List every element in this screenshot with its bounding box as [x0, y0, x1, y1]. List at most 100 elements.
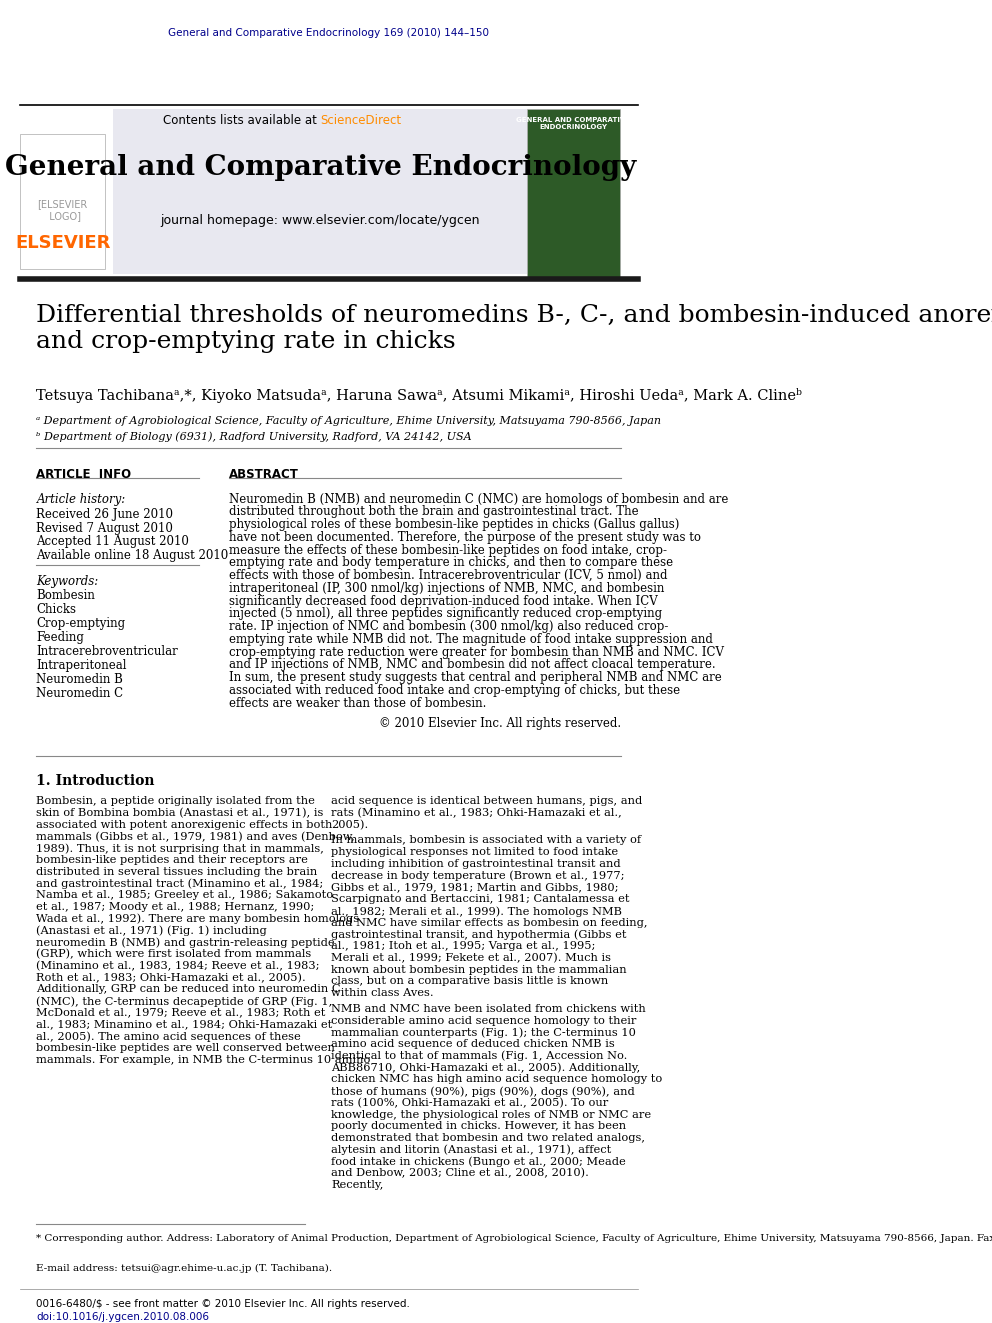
Text: E-mail address: tetsui@agr.ehime-u.ac.jp (T. Tachibana).: E-mail address: tetsui@agr.ehime-u.ac.jp… [37, 1263, 332, 1273]
Text: Additionally, GRP can be reduced into neuromedin C: Additionally, GRP can be reduced into ne… [37, 984, 341, 994]
Text: decrease in body temperature (Brown et al., 1977;: decrease in body temperature (Brown et a… [331, 871, 625, 881]
FancyBboxPatch shape [113, 110, 527, 274]
Text: al., 1982; Merali et al., 1999). The homologs NMB: al., 1982; Merali et al., 1999). The hom… [331, 906, 622, 917]
Text: poorly documented in chicks. However, it has been: poorly documented in chicks. However, it… [331, 1122, 627, 1131]
Text: measure the effects of these bombesin-like peptides on food intake, crop-: measure the effects of these bombesin-li… [229, 544, 667, 557]
Text: knowledge, the physiological roles of NMB or NMC are: knowledge, the physiological roles of NM… [331, 1110, 652, 1119]
Text: distributed in several tissues including the brain: distributed in several tissues including… [37, 867, 317, 877]
Text: within class Aves.: within class Aves. [331, 988, 434, 998]
Text: (GRP), which were first isolated from mammals: (GRP), which were first isolated from ma… [37, 949, 311, 959]
FancyBboxPatch shape [527, 110, 620, 279]
Text: skin of Bombina bombia (Anastasi et al., 1971), is: skin of Bombina bombia (Anastasi et al.,… [37, 808, 323, 819]
Text: ᵇ Department of Biology (6931), Radford University, Radford, VA 24142, USA: ᵇ Department of Biology (6931), Radford … [37, 431, 472, 442]
Text: emptying rate while NMB did not. The magnitude of food intake suppression and: emptying rate while NMB did not. The mag… [229, 632, 712, 646]
Text: intraperitoneal (IP, 300 nmol/kg) injections of NMB, NMC, and bombesin: intraperitoneal (IP, 300 nmol/kg) inject… [229, 582, 664, 595]
Text: General and Comparative Endocrinology: General and Comparative Endocrinology [5, 155, 636, 181]
Text: Contents lists available at: Contents lists available at [163, 115, 320, 127]
Text: and NMC have similar effects as bombesin on feeding,: and NMC have similar effects as bombesin… [331, 918, 648, 927]
Text: McDonald et al., 1979; Reeve et al., 1983; Roth et: McDonald et al., 1979; Reeve et al., 198… [37, 1008, 325, 1017]
Text: mammals (Gibbs et al., 1979, 1981) and aves (Denbow,: mammals (Gibbs et al., 1979, 1981) and a… [37, 832, 355, 841]
Text: In sum, the present study suggests that central and peripheral NMB and NMC are: In sum, the present study suggests that … [229, 671, 721, 684]
Text: Revised 7 August 2010: Revised 7 August 2010 [37, 521, 174, 534]
Text: rats (100%, Ohki-Hamazaki et al., 2005). To our: rats (100%, Ohki-Hamazaki et al., 2005).… [331, 1098, 609, 1109]
Text: ABB86710, Ohki-Hamazaki et al., 2005). Additionally,: ABB86710, Ohki-Hamazaki et al., 2005). A… [331, 1062, 641, 1073]
Text: ᵃ Department of Agrobiological Science, Faculty of Agriculture, Ehime University: ᵃ Department of Agrobiological Science, … [37, 415, 662, 426]
Text: Differential thresholds of neuromedins B-, C-, and bombesin-induced anorexia
and: Differential thresholds of neuromedins B… [37, 303, 992, 353]
Text: Neuromedin B (NMB) and neuromedin C (NMC) are homologs of bombesin and are: Neuromedin B (NMB) and neuromedin C (NMC… [229, 492, 728, 505]
Text: al., 2005). The amino acid sequences of these: al., 2005). The amino acid sequences of … [37, 1031, 302, 1041]
Text: bombesin-like peptides and their receptors are: bombesin-like peptides and their recepto… [37, 855, 309, 865]
Text: Bombesin, a peptide originally isolated from the: Bombesin, a peptide originally isolated … [37, 796, 315, 806]
Text: associated with reduced food intake and crop-emptying of chicks, but these: associated with reduced food intake and … [229, 684, 680, 697]
Text: including inhibition of gastrointestinal transit and: including inhibition of gastrointestinal… [331, 859, 621, 869]
Text: those of humans (90%), pigs (90%), dogs (90%), and: those of humans (90%), pigs (90%), dogs … [331, 1086, 635, 1097]
Text: alytesin and litorin (Anastasi et al., 1971), affect: alytesin and litorin (Anastasi et al., 1… [331, 1144, 612, 1155]
Text: neuromedin B (NMB) and gastrin-releasing peptide: neuromedin B (NMB) and gastrin-releasing… [37, 937, 335, 947]
Text: Neuromedin C: Neuromedin C [37, 687, 124, 700]
Text: physiological roles of these bombesin-like peptides in chicks (Gallus gallus): physiological roles of these bombesin-li… [229, 519, 680, 531]
Text: Accepted 11 August 2010: Accepted 11 August 2010 [37, 536, 189, 549]
Text: NMB and NMC have been isolated from chickens with: NMB and NMC have been isolated from chic… [331, 1004, 646, 1013]
Text: Bombesin: Bombesin [37, 589, 95, 602]
Text: (NMC), the C-terminus decapeptide of GRP (Fig. 1,: (NMC), the C-terminus decapeptide of GRP… [37, 996, 332, 1007]
Text: Recently,: Recently, [331, 1180, 384, 1191]
Text: [ELSEVIER
  LOGO]: [ELSEVIER LOGO] [37, 198, 87, 221]
Text: (Minamino et al., 1983, 1984; Reeve et al., 1983;: (Minamino et al., 1983, 1984; Reeve et a… [37, 960, 320, 971]
Text: crop-emptying rate reduction were greater for bombesin than NMB and NMC. ICV: crop-emptying rate reduction were greate… [229, 646, 724, 659]
Text: injected (5 nmol), all three peptides significantly reduced crop-emptying: injected (5 nmol), all three peptides si… [229, 607, 662, 620]
Text: Intracerebroventricular: Intracerebroventricular [37, 646, 179, 658]
Text: considerable amino acid sequence homology to their: considerable amino acid sequence homolog… [331, 1016, 637, 1025]
Text: In mammals, bombesin is associated with a variety of: In mammals, bombesin is associated with … [331, 836, 642, 845]
Text: Crop-emptying: Crop-emptying [37, 617, 126, 630]
Text: Scarpignato and Bertaccini, 1981; Cantalamessa et: Scarpignato and Bertaccini, 1981; Cantal… [331, 894, 630, 904]
Text: ABSTRACT: ABSTRACT [229, 468, 299, 480]
Text: physiological responses not limited to food intake: physiological responses not limited to f… [331, 847, 619, 857]
FancyBboxPatch shape [20, 135, 105, 269]
Text: amino acid sequence of deduced chicken NMB is: amino acid sequence of deduced chicken N… [331, 1039, 615, 1049]
Text: demonstrated that bombesin and two related analogs,: demonstrated that bombesin and two relat… [331, 1132, 646, 1143]
Text: have not been documented. Therefore, the purpose of the present study was to: have not been documented. Therefore, the… [229, 531, 700, 544]
Text: Received 26 June 2010: Received 26 June 2010 [37, 508, 174, 521]
Text: Neuromedin B: Neuromedin B [37, 673, 123, 685]
Text: chicken NMC has high amino acid sequence homology to: chicken NMC has high amino acid sequence… [331, 1074, 663, 1085]
Text: identical to that of mammals (Fig. 1, Accession No.: identical to that of mammals (Fig. 1, Ac… [331, 1050, 628, 1061]
Text: ELSEVIER: ELSEVIER [15, 234, 111, 251]
Text: ARTICLE  INFO: ARTICLE INFO [37, 468, 132, 480]
Text: class, but on a comparative basis little is known: class, but on a comparative basis little… [331, 976, 609, 987]
Text: © 2010 Elsevier Inc. All rights reserved.: © 2010 Elsevier Inc. All rights reserved… [379, 717, 621, 730]
Text: Namba et al., 1985; Greeley et al., 1986; Sakamoto: Namba et al., 1985; Greeley et al., 1986… [37, 890, 333, 900]
Text: 0016-6480/$ - see front matter © 2010 Elsevier Inc. All rights reserved.: 0016-6480/$ - see front matter © 2010 El… [37, 1299, 411, 1308]
Text: al., 1983; Minamino et al., 1984; Ohki-Hamazaki et: al., 1983; Minamino et al., 1984; Ohki-H… [37, 1020, 332, 1029]
Text: al., 1981; Itoh et al., 1995; Varga et al., 1995;: al., 1981; Itoh et al., 1995; Varga et a… [331, 941, 596, 951]
Text: distributed throughout both the brain and gastrointestinal tract. The: distributed throughout both the brain an… [229, 505, 638, 519]
Text: ScienceDirect: ScienceDirect [320, 115, 402, 127]
Text: acid sequence is identical between humans, pigs, and: acid sequence is identical between human… [331, 796, 643, 806]
Text: effects with those of bombesin. Intracerebroventricular (ICV, 5 nmol) and: effects with those of bombesin. Intracer… [229, 569, 668, 582]
Text: Keywords:: Keywords: [37, 576, 99, 589]
Text: Roth et al., 1983; Ohki-Hamazaki et al., 2005).: Roth et al., 1983; Ohki-Hamazaki et al.,… [37, 972, 307, 983]
Text: rats (Minamino et al., 1983; Ohki-Hamazaki et al.,: rats (Minamino et al., 1983; Ohki-Hamaza… [331, 808, 622, 819]
Text: * Corresponding author. Address: Laboratory of Animal Production, Department of : * Corresponding author. Address: Laborat… [37, 1234, 992, 1244]
Text: significantly decreased food deprivation-induced food intake. When ICV: significantly decreased food deprivation… [229, 594, 658, 607]
Text: and IP injections of NMB, NMC and bombesin did not affect cloacal temperature.: and IP injections of NMB, NMC and bombes… [229, 659, 715, 671]
Text: Feeding: Feeding [37, 631, 84, 644]
Text: food intake in chickens (Bungo et al., 2000; Meade: food intake in chickens (Bungo et al., 2… [331, 1156, 626, 1167]
Text: bombesin-like peptides are well conserved between: bombesin-like peptides are well conserve… [37, 1043, 335, 1053]
Text: 2005).: 2005). [331, 820, 369, 830]
Text: Tetsuya Tachibanaᵃ,*, Kiyoko Matsudaᵃ, Haruna Sawaᵃ, Atsumi Mikamiᵃ, Hiroshi Ued: Tetsuya Tachibanaᵃ,*, Kiyoko Matsudaᵃ, H… [37, 388, 803, 404]
Text: Available online 18 August 2010: Available online 18 August 2010 [37, 549, 229, 562]
Text: gastrointestinal transit, and hypothermia (Gibbs et: gastrointestinal transit, and hypothermi… [331, 930, 627, 941]
Text: Gibbs et al., 1979, 1981; Martin and Gibbs, 1980;: Gibbs et al., 1979, 1981; Martin and Gib… [331, 882, 619, 893]
Text: rate. IP injection of NMC and bombesin (300 nmol/kg) also reduced crop-: rate. IP injection of NMC and bombesin (… [229, 620, 668, 634]
Text: journal homepage: www.elsevier.com/locate/ygcen: journal homepage: www.elsevier.com/locat… [161, 214, 480, 228]
Text: 1. Introduction: 1. Introduction [37, 774, 155, 789]
Text: and gastrointestinal tract (Minamino et al., 1984;: and gastrointestinal tract (Minamino et … [37, 878, 323, 889]
Text: Wada et al., 1992). There are many bombesin homologs: Wada et al., 1992). There are many bombe… [37, 914, 359, 925]
Text: Merali et al., 1999; Fekete et al., 2007). Much is: Merali et al., 1999; Fekete et al., 2007… [331, 953, 611, 963]
Text: emptying rate and body temperature in chicks, and then to compare these: emptying rate and body temperature in ch… [229, 557, 673, 569]
Text: mammals. For example, in NMB the C-terminus 10 amino: mammals. For example, in NMB the C-termi… [37, 1054, 371, 1065]
Text: associated with potent anorexigenic effects in both: associated with potent anorexigenic effe… [37, 820, 333, 830]
Text: known about bombesin peptides in the mammalian: known about bombesin peptides in the mam… [331, 964, 627, 975]
Text: effects are weaker than those of bombesin.: effects are weaker than those of bombesi… [229, 696, 486, 709]
Text: doi:10.1016/j.ygcen.2010.08.006: doi:10.1016/j.ygcen.2010.08.006 [37, 1312, 209, 1322]
